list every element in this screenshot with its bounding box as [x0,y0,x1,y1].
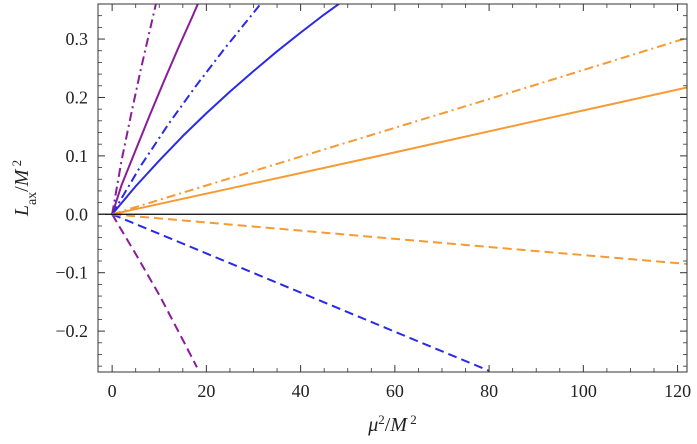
axis-label-part: 2 [9,160,24,170]
series-line-2-solid [111,4,199,215]
x-tick-label: 80 [480,381,498,401]
series-line-8-solid [111,86,687,216]
axis-label-part: μ [367,414,378,436]
series-line-7-dashdot [111,36,687,216]
axis-label-part: 2 [378,412,385,427]
axis-label-part: M [11,168,33,187]
x-tick-label: 120 [664,381,691,401]
x-tick-label: 60 [386,381,404,401]
series-layer [111,4,687,372]
series-line-9-dashed [112,213,687,265]
y-tick-label: −0.1 [55,263,88,283]
axis-label-part: / [11,186,33,192]
axis-label-part: ax [25,192,40,205]
axis-label-part: M [389,414,408,436]
tick-labels-layer: 0 20 40 60 80 100 120 −0.2 −0.1 0.0 0.1 0.2 0.3 [55,29,691,401]
y-tick-label: 0.0 [66,204,89,224]
y-axis-label: Lax/M 2 [9,160,40,217]
series-line-1-dashdot [111,4,157,215]
axis-label-part: / [385,414,391,436]
x-axis-label: μ2/M 2 [367,412,417,437]
x-tick-label: 0 [108,381,117,401]
x-tick-label: 100 [570,381,597,401]
plot-frame [97,3,688,373]
y-tick-label: 0.2 [66,87,89,107]
series-line-3-dashed [111,213,198,368]
x-tick-label: 20 [197,381,215,401]
y-tick-label: 0.3 [66,29,89,49]
x-tick-label: 40 [292,381,310,401]
axis-label-part: 2 [407,412,417,427]
series-line-5-solid [111,4,341,215]
series-line-4-dashdot [111,4,262,215]
y-tick-label: 0.1 [66,146,89,166]
series-line-6-dashed [111,213,490,372]
y-tick-label: −0.2 [55,321,88,341]
ticks-layer [98,4,687,372]
axis-label-part: L [11,205,33,217]
